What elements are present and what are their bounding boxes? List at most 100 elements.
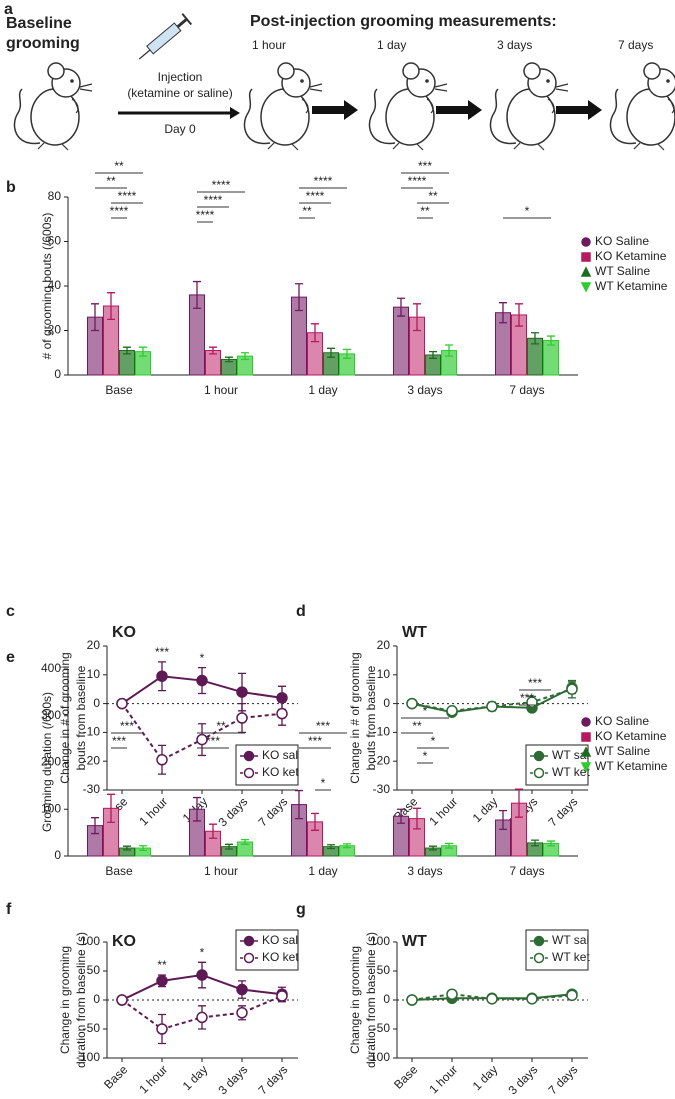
y-tick-label: 0 xyxy=(54,367,61,381)
panel-label: a xyxy=(4,1,13,18)
x-tick-label: 7 days xyxy=(545,1062,580,1097)
error-bar xyxy=(499,302,507,324)
significance-label: * xyxy=(200,651,205,665)
day-label: Day 0 xyxy=(164,122,196,136)
marker xyxy=(243,935,255,947)
y-tick-label: 100 xyxy=(80,934,100,948)
post-title: Post-injection grooming measurements: xyxy=(250,13,557,30)
marker xyxy=(276,692,288,704)
y-tick-label: 300 xyxy=(41,708,61,722)
error-bar xyxy=(139,346,147,357)
y-axis-label: duration from baseline (s) xyxy=(364,932,378,1068)
mouse-icon xyxy=(13,62,93,151)
arrow xyxy=(556,100,602,120)
marker xyxy=(533,750,545,762)
error-bar xyxy=(241,838,249,845)
significance-label: * xyxy=(525,204,530,218)
y-axis-label: duration from baseline (s) xyxy=(74,932,88,1068)
x-tick-label: Base xyxy=(105,383,133,397)
x-tick-label: 3 days xyxy=(215,794,250,829)
legend-label: WT Ketamine xyxy=(595,279,668,293)
x-tick-label: 1 hour xyxy=(426,1062,460,1096)
significance-label: ** xyxy=(157,958,167,972)
marker xyxy=(156,754,168,766)
significance-label: **** xyxy=(196,208,215,222)
x-tick-label: 7 days xyxy=(509,864,544,878)
error-bar xyxy=(547,335,555,346)
bar xyxy=(543,340,559,376)
marker xyxy=(580,266,592,277)
legend-label: WT ket xyxy=(552,950,590,964)
error-bar xyxy=(139,845,147,852)
significance-label: ** xyxy=(428,189,438,203)
significance-label: *** xyxy=(528,676,542,690)
marker xyxy=(116,697,128,710)
marker xyxy=(533,767,545,779)
error-bar xyxy=(123,845,131,851)
x-tick-label: Base xyxy=(105,864,133,878)
x-tick-label: 1 day xyxy=(308,383,337,397)
schematic: a Baseline grooming Injection (ketamine … xyxy=(4,1,675,151)
error-bar xyxy=(515,303,523,327)
error-bar xyxy=(295,789,303,820)
y-tick-label: -30 xyxy=(373,782,391,796)
legend-label: KO Saline xyxy=(595,234,649,248)
chart-title: KO xyxy=(112,933,136,950)
timepoint: 1 hour xyxy=(252,38,286,52)
significance-label: ** xyxy=(420,204,430,218)
significance-label: **** xyxy=(110,204,129,218)
y-axis-label: Grooming duration (/600s) xyxy=(40,692,54,832)
marker xyxy=(243,750,255,762)
y-tick-label: 20 xyxy=(87,638,101,652)
marker xyxy=(196,733,208,746)
marker xyxy=(486,993,498,1005)
y-tick-label: 400 xyxy=(41,661,61,675)
significance-label: *** xyxy=(520,691,534,705)
timepoint: 3 days xyxy=(497,38,532,52)
legend-label: WT sal xyxy=(552,933,589,947)
error-bar xyxy=(225,843,233,850)
legend-label: KO ket xyxy=(262,950,299,964)
error-bar xyxy=(515,788,523,818)
x-tick-label: 7 days xyxy=(255,1062,290,1097)
legend-label: WT Saline xyxy=(595,264,650,278)
significance-label: ** xyxy=(106,174,116,188)
significance-label: * xyxy=(200,945,205,959)
y-tick-label: -20 xyxy=(83,753,101,767)
error-bar xyxy=(107,292,115,321)
y-tick-label: -10 xyxy=(373,725,391,739)
error-bar xyxy=(445,344,453,357)
marker xyxy=(581,252,591,262)
error-bar xyxy=(429,845,437,851)
y-axis-label: Change in grooming xyxy=(348,946,362,1054)
chart-title: KO xyxy=(112,624,136,641)
y-tick-label: -100 xyxy=(366,1050,390,1064)
error-bar xyxy=(499,810,507,831)
marker xyxy=(581,732,591,742)
significance-label: **** xyxy=(408,174,427,188)
x-tick-label: 3 days xyxy=(505,1062,540,1097)
error-bar xyxy=(193,280,201,309)
marker xyxy=(276,990,288,1002)
error-bar xyxy=(445,842,453,849)
legend-label: WT Ketamine xyxy=(595,759,668,773)
y-axis-label: Change in grooming xyxy=(58,946,72,1054)
panel-label: g xyxy=(296,901,306,918)
marker xyxy=(580,762,592,773)
legend-label: WT ket xyxy=(552,765,590,779)
arrow-head xyxy=(230,107,240,119)
error-bar xyxy=(311,323,319,343)
bar xyxy=(393,306,409,376)
injection-detail: (ketamine or saline) xyxy=(127,86,232,100)
marker xyxy=(243,952,255,964)
y-tick-label: 80 xyxy=(48,189,62,203)
significance-label: *** xyxy=(155,645,169,659)
significance-label: *** xyxy=(316,719,330,733)
significance-label: ** xyxy=(216,719,226,733)
marker xyxy=(406,994,418,1006)
marker xyxy=(196,969,208,981)
error-bar xyxy=(429,350,437,359)
legend-label: KO ket xyxy=(262,765,299,779)
y-tick-label: -100 xyxy=(76,1050,100,1064)
significance-label: * xyxy=(423,704,428,718)
